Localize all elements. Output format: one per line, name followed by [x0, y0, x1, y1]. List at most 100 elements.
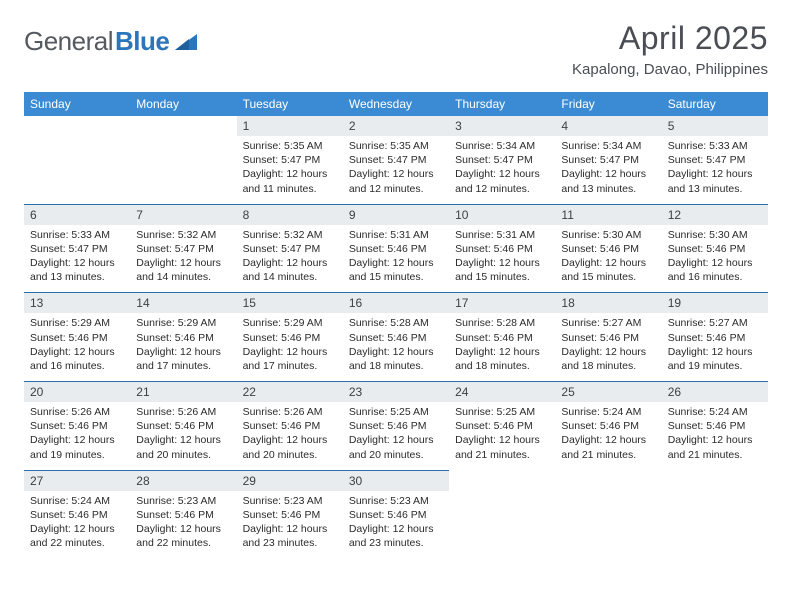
day-number: 10: [449, 204, 555, 225]
day-details: Sunrise: 5:26 AMSunset: 5:46 PMDaylight:…: [237, 402, 343, 470]
calendar-table: SundayMondayTuesdayWednesdayThursdayFrid…: [24, 92, 768, 558]
day-number: 23: [343, 381, 449, 402]
calendar-cell: 24Sunrise: 5:25 AMSunset: 5:46 PMDayligh…: [449, 381, 555, 470]
calendar-week-row: 13Sunrise: 5:29 AMSunset: 5:46 PMDayligh…: [24, 292, 768, 381]
calendar-cell: [24, 116, 130, 204]
calendar-cell: [555, 470, 661, 559]
weekday-header: Saturday: [662, 92, 768, 116]
day-number: 29: [237, 470, 343, 491]
day-details: Sunrise: 5:29 AMSunset: 5:46 PMDaylight:…: [237, 313, 343, 381]
calendar: SundayMondayTuesdayWednesdayThursdayFrid…: [24, 92, 768, 558]
header-row: General Blue April 2025 Kapalong, Davao,…: [24, 20, 768, 78]
calendar-cell: 22Sunrise: 5:26 AMSunset: 5:46 PMDayligh…: [237, 381, 343, 470]
brand-triangle-icon: [175, 32, 197, 55]
calendar-cell: [130, 116, 236, 204]
day-number: 30: [343, 470, 449, 491]
day-number: 20: [24, 381, 130, 402]
day-number: 7: [130, 204, 236, 225]
location-subtitle: Kapalong, Davao, Philippines: [572, 61, 768, 78]
brand-word-2: Blue: [115, 26, 169, 57]
calendar-cell: 26Sunrise: 5:24 AMSunset: 5:46 PMDayligh…: [662, 381, 768, 470]
day-details: Sunrise: 5:26 AMSunset: 5:46 PMDaylight:…: [24, 402, 130, 470]
calendar-cell: 30Sunrise: 5:23 AMSunset: 5:46 PMDayligh…: [343, 470, 449, 559]
day-details: Sunrise: 5:30 AMSunset: 5:46 PMDaylight:…: [555, 225, 661, 293]
day-details: Sunrise: 5:35 AMSunset: 5:47 PMDaylight:…: [343, 136, 449, 204]
calendar-cell: 21Sunrise: 5:26 AMSunset: 5:46 PMDayligh…: [130, 381, 236, 470]
day-details: Sunrise: 5:23 AMSunset: 5:46 PMDaylight:…: [130, 491, 236, 559]
calendar-cell: 28Sunrise: 5:23 AMSunset: 5:46 PMDayligh…: [130, 470, 236, 559]
day-number: 6: [24, 204, 130, 225]
weekday-header: Friday: [555, 92, 661, 116]
day-details: Sunrise: 5:29 AMSunset: 5:46 PMDaylight:…: [130, 313, 236, 381]
day-number: 13: [24, 292, 130, 313]
calendar-cell: 10Sunrise: 5:31 AMSunset: 5:46 PMDayligh…: [449, 204, 555, 293]
calendar-cell: 18Sunrise: 5:27 AMSunset: 5:46 PMDayligh…: [555, 292, 661, 381]
calendar-cell: [449, 470, 555, 559]
calendar-cell: 25Sunrise: 5:24 AMSunset: 5:46 PMDayligh…: [555, 381, 661, 470]
brand-logo: General Blue: [24, 20, 197, 57]
day-number: 3: [449, 116, 555, 136]
calendar-cell: 6Sunrise: 5:33 AMSunset: 5:47 PMDaylight…: [24, 204, 130, 293]
weekday-header: Monday: [130, 92, 236, 116]
day-number: 28: [130, 470, 236, 491]
day-details: Sunrise: 5:31 AMSunset: 5:46 PMDaylight:…: [449, 225, 555, 293]
day-number: 22: [237, 381, 343, 402]
day-number: 25: [555, 381, 661, 402]
brand-word-1: General: [24, 26, 113, 57]
calendar-body: 1Sunrise: 5:35 AMSunset: 5:47 PMDaylight…: [24, 116, 768, 558]
calendar-week-row: 1Sunrise: 5:35 AMSunset: 5:47 PMDaylight…: [24, 116, 768, 204]
calendar-cell: 29Sunrise: 5:23 AMSunset: 5:46 PMDayligh…: [237, 470, 343, 559]
day-details: Sunrise: 5:34 AMSunset: 5:47 PMDaylight:…: [449, 136, 555, 204]
day-details: Sunrise: 5:30 AMSunset: 5:46 PMDaylight:…: [662, 225, 768, 293]
calendar-cell: [662, 470, 768, 559]
calendar-week-row: 20Sunrise: 5:26 AMSunset: 5:46 PMDayligh…: [24, 381, 768, 470]
day-details: Sunrise: 5:35 AMSunset: 5:47 PMDaylight:…: [237, 136, 343, 204]
calendar-cell: 8Sunrise: 5:32 AMSunset: 5:47 PMDaylight…: [237, 204, 343, 293]
day-details: Sunrise: 5:32 AMSunset: 5:47 PMDaylight:…: [237, 225, 343, 293]
month-title: April 2025: [572, 20, 768, 57]
day-number: 4: [555, 116, 661, 136]
calendar-cell: 5Sunrise: 5:33 AMSunset: 5:47 PMDaylight…: [662, 116, 768, 204]
day-details: Sunrise: 5:27 AMSunset: 5:46 PMDaylight:…: [555, 313, 661, 381]
weekday-header: Wednesday: [343, 92, 449, 116]
calendar-cell: 16Sunrise: 5:28 AMSunset: 5:46 PMDayligh…: [343, 292, 449, 381]
calendar-cell: 1Sunrise: 5:35 AMSunset: 5:47 PMDaylight…: [237, 116, 343, 204]
weekday-header: Tuesday: [237, 92, 343, 116]
calendar-cell: 17Sunrise: 5:28 AMSunset: 5:46 PMDayligh…: [449, 292, 555, 381]
day-details: Sunrise: 5:33 AMSunset: 5:47 PMDaylight:…: [24, 225, 130, 293]
day-number: 8: [237, 204, 343, 225]
day-number: 2: [343, 116, 449, 136]
day-number: 5: [662, 116, 768, 136]
day-number: 1: [237, 116, 343, 136]
weekday-header-row: SundayMondayTuesdayWednesdayThursdayFrid…: [24, 92, 768, 116]
day-number: 26: [662, 381, 768, 402]
day-details: Sunrise: 5:25 AMSunset: 5:46 PMDaylight:…: [449, 402, 555, 470]
calendar-cell: 9Sunrise: 5:31 AMSunset: 5:46 PMDaylight…: [343, 204, 449, 293]
day-number: 21: [130, 381, 236, 402]
calendar-week-row: 6Sunrise: 5:33 AMSunset: 5:47 PMDaylight…: [24, 204, 768, 293]
day-details: Sunrise: 5:23 AMSunset: 5:46 PMDaylight:…: [237, 491, 343, 559]
day-number: 17: [449, 292, 555, 313]
day-number: 24: [449, 381, 555, 402]
calendar-cell: 14Sunrise: 5:29 AMSunset: 5:46 PMDayligh…: [130, 292, 236, 381]
weekday-header: Thursday: [449, 92, 555, 116]
calendar-cell: 23Sunrise: 5:25 AMSunset: 5:46 PMDayligh…: [343, 381, 449, 470]
day-details: Sunrise: 5:29 AMSunset: 5:46 PMDaylight:…: [24, 313, 130, 381]
day-details: Sunrise: 5:24 AMSunset: 5:46 PMDaylight:…: [555, 402, 661, 470]
day-number: 11: [555, 204, 661, 225]
calendar-cell: 2Sunrise: 5:35 AMSunset: 5:47 PMDaylight…: [343, 116, 449, 204]
day-number: 19: [662, 292, 768, 313]
calendar-cell: 3Sunrise: 5:34 AMSunset: 5:47 PMDaylight…: [449, 116, 555, 204]
calendar-cell: 15Sunrise: 5:29 AMSunset: 5:46 PMDayligh…: [237, 292, 343, 381]
calendar-cell: 7Sunrise: 5:32 AMSunset: 5:47 PMDaylight…: [130, 204, 236, 293]
day-number: 14: [130, 292, 236, 313]
day-number: 15: [237, 292, 343, 313]
day-details: Sunrise: 5:28 AMSunset: 5:46 PMDaylight:…: [343, 313, 449, 381]
title-block: April 2025 Kapalong, Davao, Philippines: [572, 20, 768, 78]
day-details: Sunrise: 5:25 AMSunset: 5:46 PMDaylight:…: [343, 402, 449, 470]
day-number: 18: [555, 292, 661, 313]
day-details: Sunrise: 5:24 AMSunset: 5:46 PMDaylight:…: [662, 402, 768, 470]
weekday-header: Sunday: [24, 92, 130, 116]
day-details: Sunrise: 5:27 AMSunset: 5:46 PMDaylight:…: [662, 313, 768, 381]
day-details: Sunrise: 5:28 AMSunset: 5:46 PMDaylight:…: [449, 313, 555, 381]
